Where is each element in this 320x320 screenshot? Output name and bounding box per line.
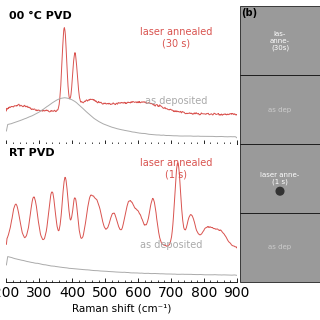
Text: as dep: as dep <box>268 244 292 250</box>
Text: laser annealed
(30 s): laser annealed (30 s) <box>140 27 212 49</box>
Text: (b): (b) <box>242 8 258 18</box>
Text: laser anne-
(1 s): laser anne- (1 s) <box>260 172 300 185</box>
Text: las-
anne-
(30s): las- anne- (30s) <box>270 30 290 51</box>
Text: 00 °C PVD: 00 °C PVD <box>9 11 71 20</box>
Text: laser annealed
(1 s): laser annealed (1 s) <box>140 158 212 179</box>
Text: as deposited: as deposited <box>140 240 203 250</box>
Text: RT PVD: RT PVD <box>9 148 54 158</box>
X-axis label: Raman shift (cm⁻¹): Raman shift (cm⁻¹) <box>72 303 171 313</box>
Text: as dep: as dep <box>268 107 292 113</box>
Text: as deposited: as deposited <box>145 96 207 106</box>
